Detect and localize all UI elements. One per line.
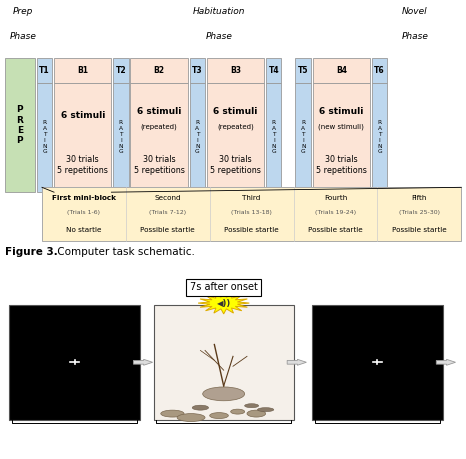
Text: (Trials 25-30): (Trials 25-30) — [399, 210, 440, 215]
Polygon shape — [198, 292, 249, 314]
Ellipse shape — [177, 414, 205, 421]
Text: (new stimuli): (new stimuli) — [318, 123, 364, 130]
Text: First mini-block: First mini-block — [52, 195, 116, 201]
Bar — [313, 58, 370, 83]
Text: T2: T2 — [116, 66, 126, 75]
Text: B4: B4 — [336, 66, 347, 75]
Text: Phase: Phase — [10, 32, 37, 41]
Text: 30 trials
5 repetitions: 30 trials 5 repetitions — [316, 155, 367, 174]
Text: R
A
T
I
N
G: R A T I N G — [301, 120, 305, 154]
Text: B3: B3 — [230, 66, 241, 75]
Bar — [54, 83, 111, 192]
Bar — [207, 58, 264, 83]
Text: T6: T6 — [374, 66, 385, 75]
Text: (repeated): (repeated) — [217, 123, 254, 130]
Text: ◀)): ◀)) — [217, 298, 231, 308]
Text: Possible startle: Possible startle — [308, 227, 363, 233]
Bar — [207, 83, 264, 192]
Text: 6 stimuli: 6 stimuli — [213, 106, 258, 116]
Text: 30 trials
5 repetitions: 30 trials 5 repetitions — [57, 155, 108, 174]
Bar — [9, 305, 140, 420]
Text: P
R
E
P: P R E P — [16, 105, 23, 146]
Text: Computer task schematic.: Computer task schematic. — [54, 247, 194, 257]
Text: Possible startle: Possible startle — [392, 227, 447, 233]
Bar — [37, 58, 52, 83]
Text: Figure 3.: Figure 3. — [5, 247, 57, 257]
Bar — [295, 83, 311, 192]
Text: B1: B1 — [77, 66, 88, 75]
Bar — [37, 83, 52, 192]
Text: (Trials 1-6): (Trials 1-6) — [68, 210, 100, 215]
Bar — [190, 58, 205, 83]
Ellipse shape — [203, 387, 245, 401]
Ellipse shape — [245, 404, 259, 408]
Text: 6 stimuli: 6 stimuli — [319, 106, 363, 116]
Bar — [295, 58, 311, 83]
Text: Third: Third — [242, 195, 261, 201]
Text: 30 trials
5 repetitions: 30 trials 5 repetitions — [134, 155, 185, 174]
Text: Second: Second — [154, 195, 181, 201]
Bar — [312, 305, 443, 420]
Text: (Trials 13-18): (Trials 13-18) — [231, 210, 272, 215]
Text: T1: T1 — [39, 66, 50, 75]
Bar — [130, 83, 188, 192]
Bar — [54, 58, 111, 83]
Bar — [313, 83, 370, 192]
Text: (Trials 19-24): (Trials 19-24) — [315, 210, 356, 215]
Text: 6 stimuli: 6 stimuli — [137, 106, 181, 116]
Text: Fifth: Fifth — [412, 195, 427, 201]
Bar — [190, 83, 205, 192]
Text: T5: T5 — [298, 66, 308, 75]
Text: 30 trials
5 repetitions: 30 trials 5 repetitions — [210, 155, 261, 174]
Bar — [266, 83, 281, 192]
Polygon shape — [436, 359, 455, 365]
Text: 6 stimuli: 6 stimuli — [61, 111, 105, 120]
Text: R
A
T
I
N
G: R A T I N G — [377, 120, 382, 154]
Text: Possible startle: Possible startle — [140, 227, 195, 233]
Bar — [372, 58, 387, 83]
Text: (Trials 7-12): (Trials 7-12) — [149, 210, 186, 215]
Text: R
A
T
I
N
G: R A T I N G — [272, 120, 276, 154]
Text: No startle: No startle — [66, 227, 102, 233]
Text: Habituation: Habituation — [193, 7, 245, 17]
Ellipse shape — [210, 413, 228, 419]
Bar — [154, 305, 294, 420]
Text: T4: T4 — [268, 66, 279, 75]
Bar — [372, 83, 387, 192]
Text: Novel: Novel — [402, 7, 427, 17]
Polygon shape — [287, 359, 307, 365]
Polygon shape — [133, 359, 153, 365]
Text: Possible startle: Possible startle — [224, 227, 279, 233]
Text: Phase: Phase — [206, 32, 233, 41]
Bar — [130, 58, 188, 83]
Text: B2: B2 — [154, 66, 164, 75]
Bar — [113, 83, 129, 192]
Bar — [42, 187, 461, 241]
Text: 7s after onset: 7s after onset — [190, 282, 258, 292]
Text: (repeated): (repeated) — [141, 123, 178, 130]
Text: Phase: Phase — [401, 32, 428, 41]
Text: R
A
T
I
N
G: R A T I N G — [119, 120, 123, 154]
Ellipse shape — [231, 409, 245, 414]
Text: R
A
T
I
N
G: R A T I N G — [42, 120, 47, 154]
Bar — [266, 58, 281, 83]
Bar — [113, 58, 129, 83]
Ellipse shape — [161, 410, 184, 417]
Text: Prep: Prep — [13, 7, 34, 17]
Text: R
A
T
I
N
G: R A T I N G — [195, 120, 199, 154]
Ellipse shape — [258, 408, 274, 412]
Bar — [5, 58, 35, 192]
Text: Fourth: Fourth — [324, 195, 347, 201]
Text: T3: T3 — [192, 66, 203, 75]
Ellipse shape — [192, 405, 209, 410]
Ellipse shape — [247, 410, 266, 417]
